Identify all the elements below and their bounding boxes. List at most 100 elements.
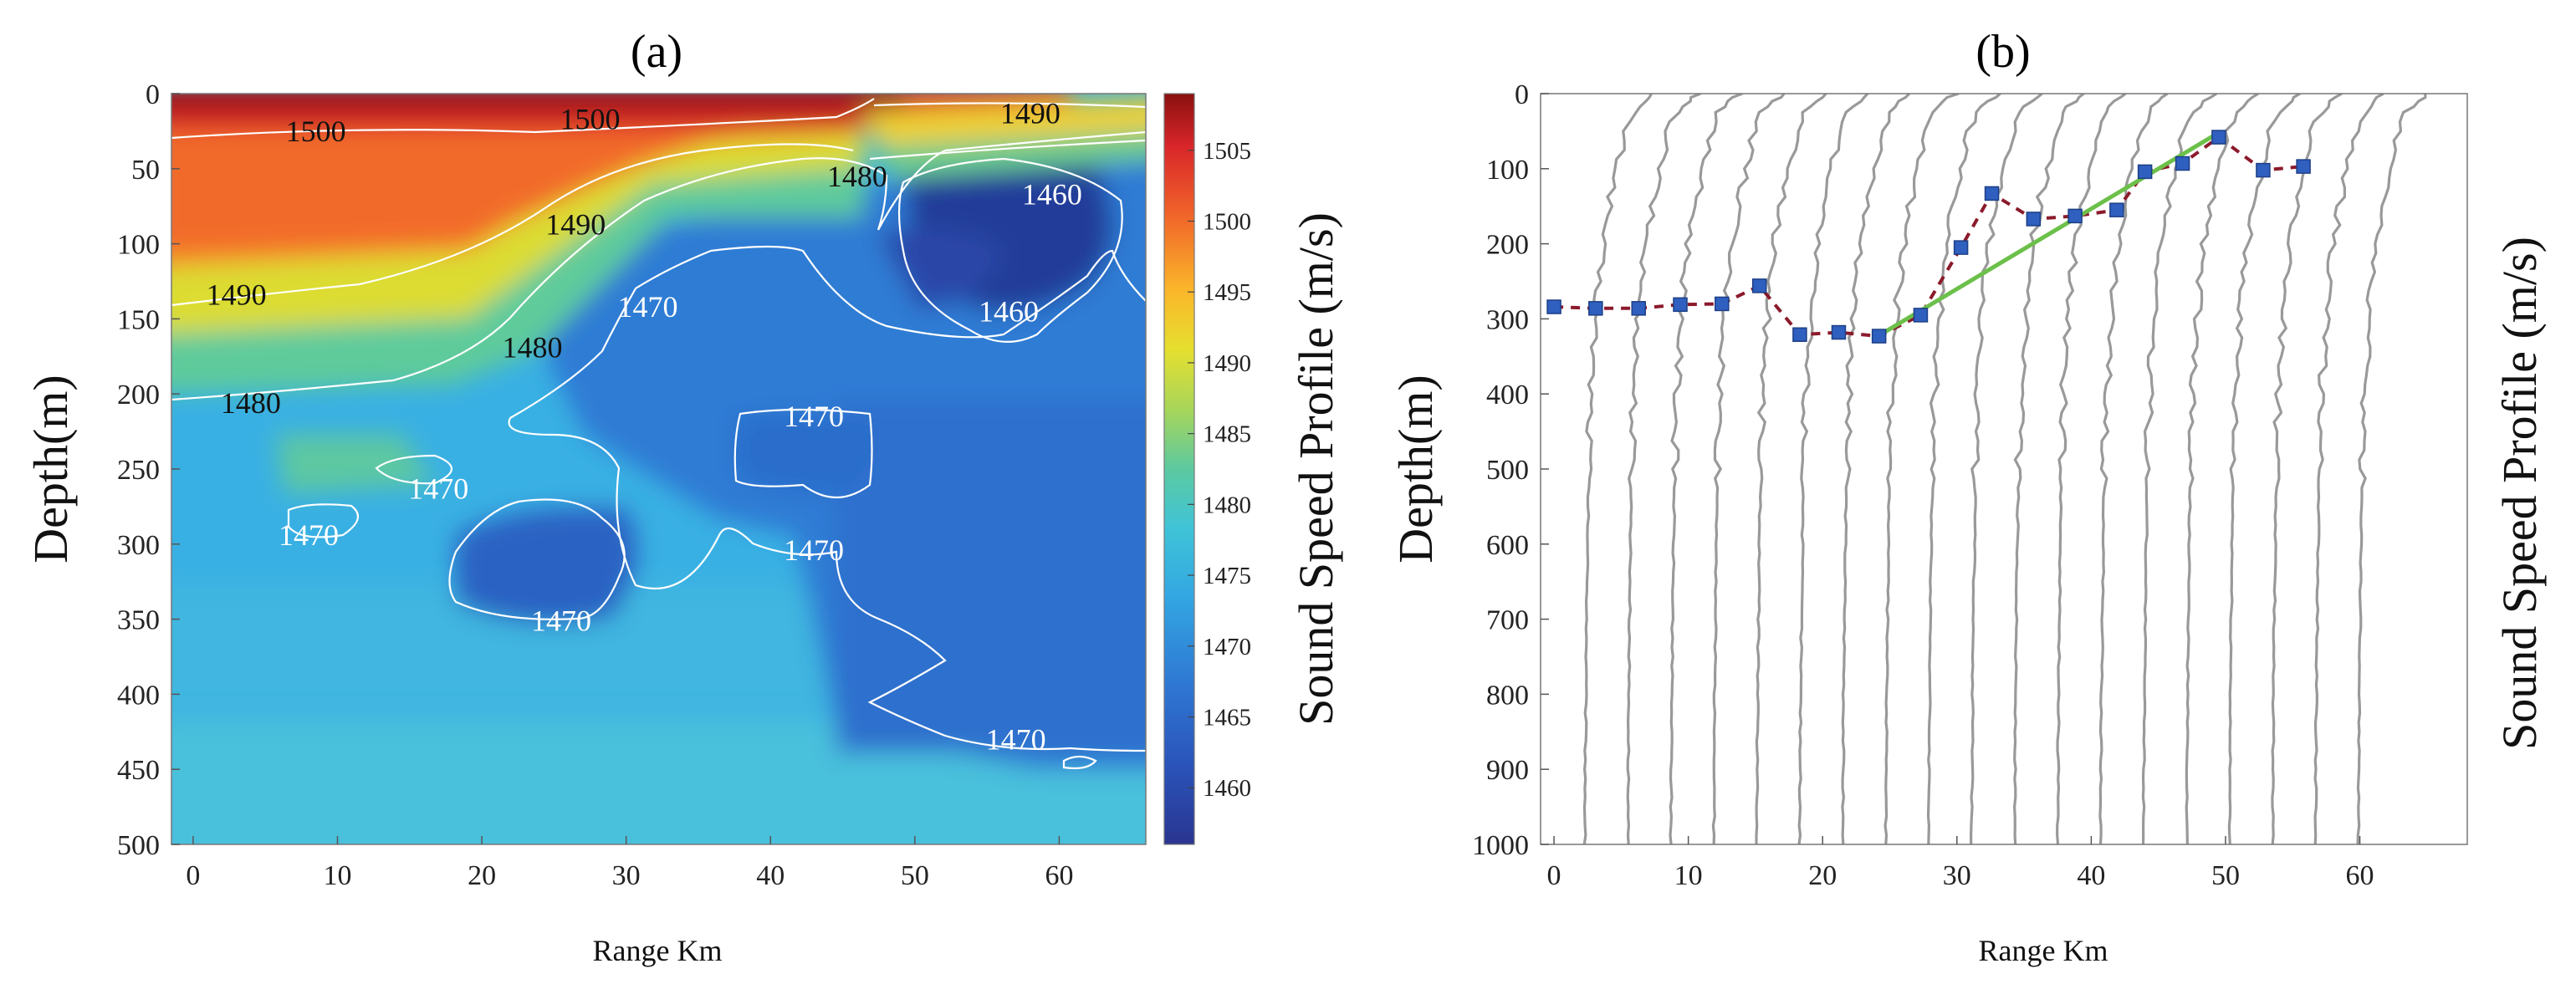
x-tick-label: 50 <box>901 860 929 891</box>
layer-depth-marker <box>2296 159 2311 174</box>
sound-speed-profile-curve <box>1755 94 1827 844</box>
contour-label: 1480 <box>221 386 281 420</box>
panel-b-right-label: Sound Speed Profile (m/s) <box>2492 237 2547 750</box>
panel-b-series <box>1546 130 2311 344</box>
y-tick-label: 100 <box>1486 155 1529 186</box>
contour-label: 1490 <box>545 207 606 241</box>
layer-depth-marker <box>1631 301 1646 316</box>
x-tick-label: 30 <box>612 860 641 891</box>
y-tick-label: 0 <box>146 79 160 110</box>
sound-speed-profile-curve <box>1669 94 1743 844</box>
y-tick-label: 0 <box>1515 79 1529 110</box>
panel-a-xlabel: Range Km <box>593 934 723 967</box>
x-tick-label: 10 <box>1674 860 1703 891</box>
sound-speed-profile-curve <box>1883 94 1960 844</box>
x-tick-label: 0 <box>1547 860 1561 891</box>
colorbar-tick-label: 1480 <box>1203 492 1251 518</box>
sound-speed-profile-curve <box>2356 94 2427 844</box>
panel-a-contour-labels: 1500 1500 1490 1480 1460 1490 1490 1470 1460 1480… <box>207 96 1082 756</box>
sound-speed-profile-curve <box>2056 94 2127 844</box>
layer-depth-line <box>1554 135 2304 339</box>
contour-label: 1470 <box>784 400 844 433</box>
trend-line <box>1878 130 2221 338</box>
panel-b-axes-box <box>1540 93 2468 845</box>
contour-label: 1500 <box>286 115 346 148</box>
contour-label: 1490 <box>207 278 267 312</box>
contour-label: 1470 <box>986 722 1046 756</box>
layer-depth-marker <box>1913 308 1929 323</box>
contour-label: 1460 <box>1022 177 1082 211</box>
colorbar <box>1163 93 1195 845</box>
sound-speed-profile-curve <box>2185 94 2259 844</box>
layer-depth-marker <box>2067 208 2083 224</box>
sound-speed-profile-curve <box>2271 94 2343 844</box>
contour-label: 1470 <box>279 518 339 552</box>
contour-label: 1470 <box>531 604 591 637</box>
contour-label: 1460 <box>979 294 1039 328</box>
panel-a-axes: 0 10 20 30 40 50 60 0 50 100 150 200 250 300 350 400 450… <box>117 79 1073 891</box>
y-tick-label: 400 <box>1486 380 1529 410</box>
colorbar-ticks: 1460 1465 1470 1475 1480 1485 1490 1495 1500 1505 <box>1188 138 1251 802</box>
y-tick-label: 150 <box>117 304 160 335</box>
y-tick-label: 100 <box>117 230 160 261</box>
layer-depth-marker <box>1588 301 1603 316</box>
colorbar-tick-label: 1485 <box>1203 421 1251 448</box>
x-tick-label: 50 <box>2211 860 2240 891</box>
panel-a: (a) <box>23 26 1343 967</box>
colorbar-label: Sound Speed Profile (m/s) <box>1289 212 1343 726</box>
contour-label: 1480 <box>502 331 562 365</box>
sound-speed-profile-curve <box>1969 94 2043 844</box>
y-tick-label: 600 <box>1486 530 1529 561</box>
panel-b-xlabel: Range Km <box>1979 934 2108 967</box>
colorbar-tick-label: 1490 <box>1203 350 1251 377</box>
contour-label: 1490 <box>1000 96 1061 130</box>
colorbar-tick-label: 1470 <box>1203 634 1251 660</box>
panel-b-title: (b) <box>1975 26 2030 78</box>
layer-depth-marker <box>1673 297 1688 313</box>
colorbar-tick-label: 1495 <box>1203 279 1251 306</box>
sound-speed-profile-curve <box>2098 94 2169 844</box>
y-tick-label: 350 <box>117 605 160 636</box>
x-tick-label: 20 <box>1808 860 1837 891</box>
x-tick-label: 40 <box>2077 860 2105 891</box>
y-tick-label: 500 <box>117 830 160 861</box>
x-tick-label: 30 <box>1943 860 1971 891</box>
contour-label: 1470 <box>784 533 844 567</box>
panel-b-profiles <box>1582 94 2427 844</box>
sound-speed-profile-curve <box>1711 94 1786 844</box>
panel-a-title: (a) <box>631 26 682 78</box>
layer-depth-marker <box>2175 156 2190 171</box>
contour-label: 1480 <box>827 160 887 193</box>
y-tick-label: 800 <box>1486 680 1529 711</box>
sound-speed-profile-curve <box>1626 94 1701 844</box>
layer-depth-marker <box>1751 278 1767 293</box>
contour-label: 1470 <box>618 290 678 324</box>
layer-depth-marker <box>1871 329 1887 344</box>
y-tick-label: 900 <box>1486 755 1529 786</box>
layer-depth-marker <box>1792 327 1807 343</box>
sound-speed-profile-curve <box>1841 94 1911 844</box>
y-tick-label: 50 <box>131 155 160 186</box>
sound-speed-profile-curve <box>2313 94 2384 844</box>
colorbar-tick-label: 1505 <box>1203 138 1251 165</box>
layer-depth-marker <box>2026 212 2042 227</box>
colorbar-tick-label: 1500 <box>1203 208 1251 235</box>
sound-speed-profile-curve <box>1926 94 2001 844</box>
panel-a-ylabel: Depth(m) <box>23 375 78 563</box>
x-tick-label: 60 <box>1045 860 1073 891</box>
y-tick-label: 250 <box>117 455 160 486</box>
contour-label: 1470 <box>408 472 468 505</box>
y-tick-label: 500 <box>1486 455 1529 486</box>
panel-a-heatmap: 1500 1500 1490 1480 1460 1490 1490 1470 1460 1480… <box>171 94 1146 844</box>
y-tick-label: 300 <box>1486 304 1529 335</box>
y-tick-label: 700 <box>1486 605 1529 636</box>
x-tick-label: 40 <box>756 860 785 891</box>
x-tick-label: 60 <box>2346 860 2374 891</box>
sound-speed-profile-curve <box>2227 94 2301 844</box>
y-tick-label: 300 <box>117 530 160 561</box>
panel-b: (b) 0 10 20 30 40 50 6001002003004005006007008… <box>1388 26 2547 967</box>
colorbar-tick-label: 1465 <box>1203 705 1251 732</box>
y-tick-label: 400 <box>117 680 160 711</box>
layer-depth-marker <box>1984 186 2000 201</box>
